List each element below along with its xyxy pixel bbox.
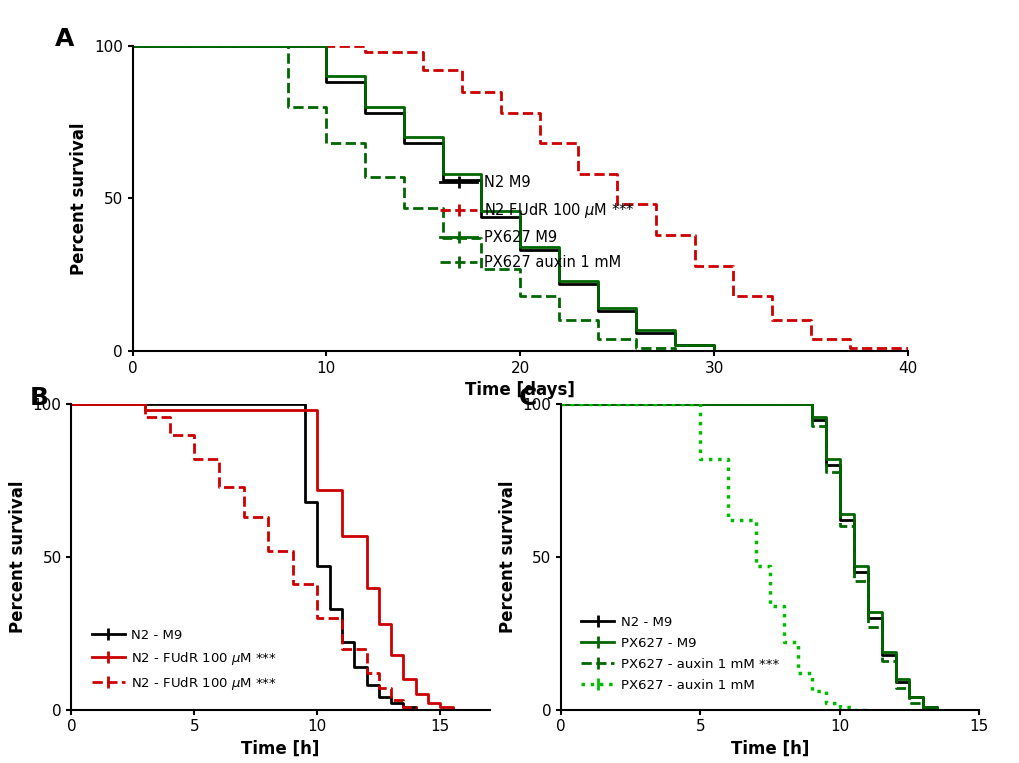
Y-axis label: Percent survival: Percent survival [498,481,517,633]
Text: A: A [55,27,74,51]
Text: B: B [30,386,49,410]
Legend: N2 - M9, PX627 - M9, PX627 - auxin 1 mM ***, PX627 - auxin 1 mM: N2 - M9, PX627 - M9, PX627 - auxin 1 mM … [576,610,784,697]
Legend: N2 - M9, N2 - FUdR 100 $\mu$M ***, N2 - FUdR 100 $\mu$M ***: N2 - M9, N2 - FUdR 100 $\mu$M ***, N2 - … [87,623,282,697]
Text: C: C [519,386,537,410]
X-axis label: Time [h]: Time [h] [731,740,808,758]
Y-axis label: Percent survival: Percent survival [9,481,28,633]
Y-axis label: Percent survival: Percent survival [70,122,89,275]
X-axis label: Time [h]: Time [h] [242,740,319,758]
X-axis label: Time [days]: Time [days] [465,382,575,399]
Legend: N2 M9, N2 FUdR 100 $\mu$M ***, PX627 M9, PX627 auxin 1 mM: N2 M9, N2 FUdR 100 $\mu$M ***, PX627 M9,… [434,169,640,276]
